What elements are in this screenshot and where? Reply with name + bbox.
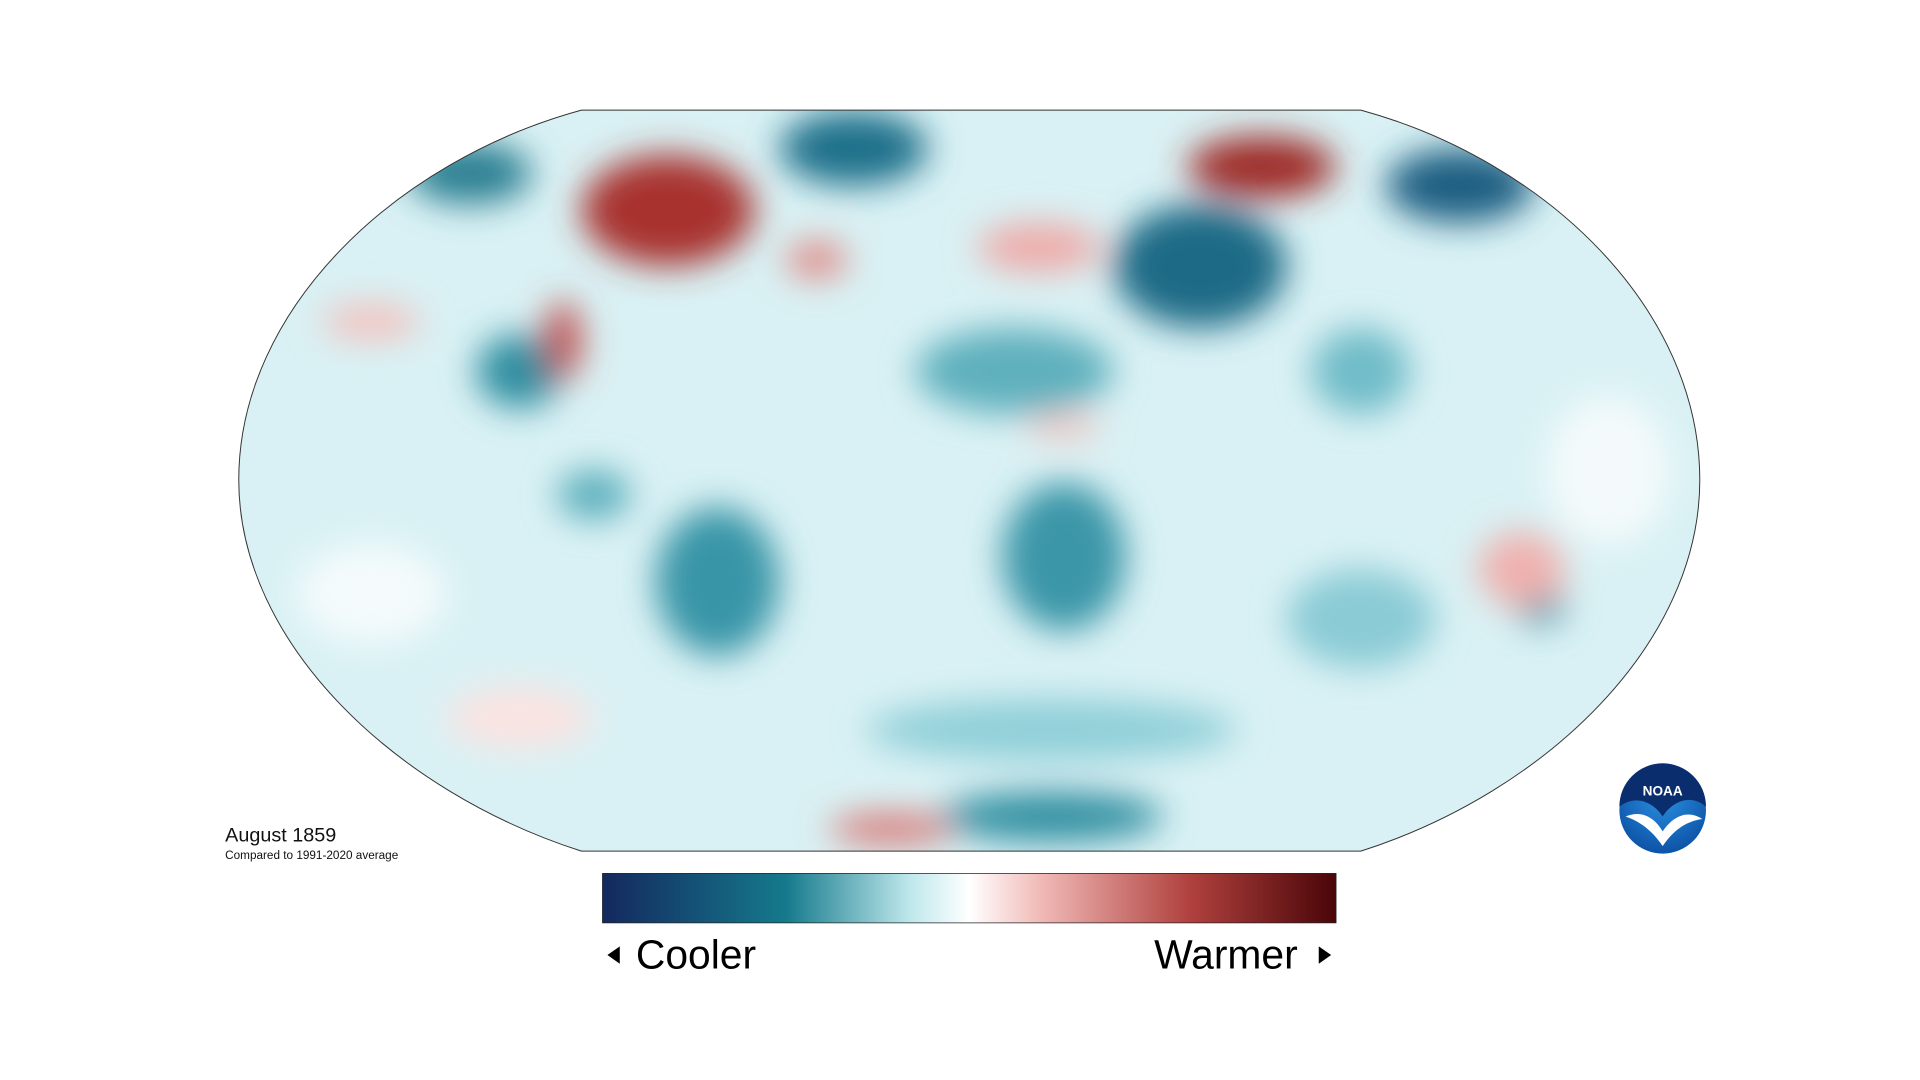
noaa-logo: NOAA bbox=[1619, 763, 1706, 854]
arrow-right bbox=[1318, 946, 1332, 964]
anomaly-map bbox=[238, 110, 1700, 852]
map-outline bbox=[238, 109, 1701, 852]
color-scale bbox=[602, 873, 1337, 924]
legend-low: Cooler bbox=[636, 931, 756, 977]
logo-text: NOAA bbox=[1643, 783, 1683, 798]
map-subtitle: Compared to 1991-2020 average bbox=[225, 849, 399, 862]
arrow-left bbox=[607, 946, 620, 964]
map-title: August 1859 bbox=[225, 825, 336, 847]
legend-high: Warmer bbox=[1154, 931, 1298, 977]
